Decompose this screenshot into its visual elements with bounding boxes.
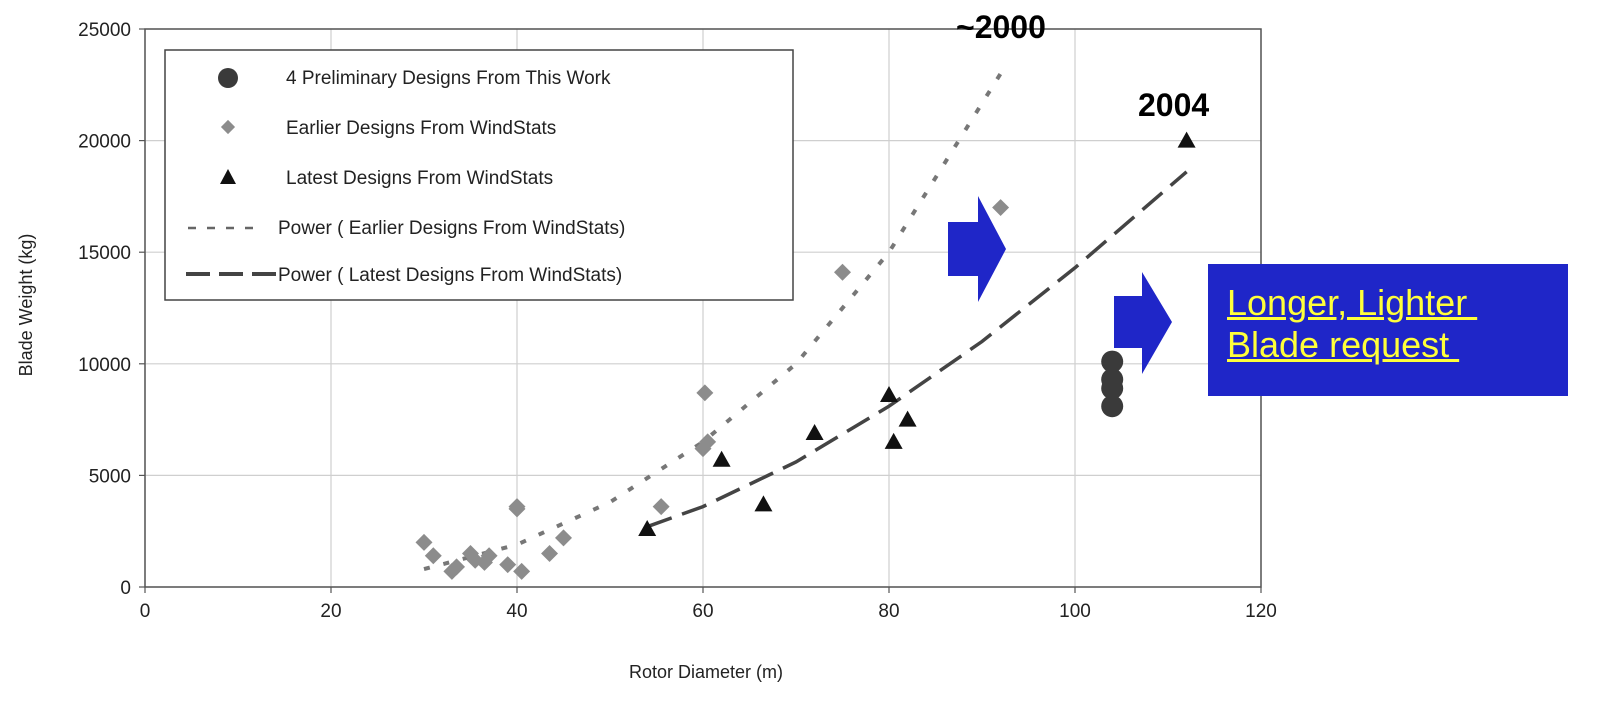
- y-tick-label: 20000: [78, 132, 131, 153]
- point-earlier-design: [555, 529, 572, 547]
- x-tick-label: 120: [1245, 601, 1277, 622]
- x-tick-label: 40: [506, 601, 527, 622]
- legend-box: [164, 49, 794, 301]
- x-tick-label: 0: [140, 601, 151, 622]
- legend: 4 Preliminary Designs From This Work Ear…: [164, 49, 794, 301]
- point-preliminary-design: [1101, 395, 1124, 418]
- point-latest-design: [1177, 131, 1196, 148]
- x-tick-label: 60: [692, 601, 713, 622]
- callout-box: Longer, Lighter Blade request: [1208, 264, 1568, 396]
- point-latest-design: [754, 495, 773, 512]
- point-earlier-design: [696, 384, 714, 402]
- y-tick-label: 0: [120, 578, 131, 599]
- arrow-right-icon: [948, 196, 1006, 302]
- callout-line-2: Blade request: [1227, 324, 1460, 365]
- point-earlier-design: [499, 556, 517, 574]
- trend-line-dashed: [646, 170, 1188, 529]
- point-latest-design: [638, 519, 657, 536]
- point-latest-design: [805, 423, 824, 440]
- point-earlier-design: [992, 199, 1010, 217]
- point-latest-design: [898, 410, 917, 427]
- point-earlier-design: [480, 547, 498, 565]
- point-earlier-design: [541, 545, 559, 563]
- legend-triangle-marker: [220, 169, 236, 184]
- point-earlier-design: [415, 533, 433, 551]
- x-tick-label: 20: [320, 601, 341, 622]
- point-earlier-design: [699, 433, 717, 451]
- x-axis-title: Rotor Diameter (m): [629, 662, 783, 682]
- legend-label-power-earlier: Power ( Earlier Designs From WindStats): [278, 218, 625, 239]
- legend-label-earlier: Earlier Designs From WindStats: [286, 118, 556, 139]
- year-2004-label: 2004: [1138, 87, 1209, 123]
- legend-label-preliminary: 4 Preliminary Designs From This Work: [286, 68, 611, 89]
- y-axis-title: Blade Weight (kg): [16, 234, 36, 377]
- point-earlier-design: [508, 498, 526, 516]
- x-tick-label: 100: [1059, 601, 1091, 622]
- y-tick-label: 5000: [89, 466, 131, 487]
- point-preliminary-design: [1101, 368, 1124, 391]
- series-layer: [415, 72, 1196, 580]
- y-tick-label: 15000: [78, 243, 131, 264]
- y-tick-label: 25000: [78, 20, 131, 41]
- arrow-right-icon: [1114, 272, 1172, 374]
- callout-line-1: Longer, Lighter: [1227, 282, 1478, 323]
- x-tick-label: 80: [878, 601, 899, 622]
- point-latest-design: [884, 432, 903, 449]
- year-2000-label: ~2000: [956, 9, 1046, 45]
- legend-label-power-latest: Power ( Latest Designs From WindStats): [278, 265, 622, 286]
- legend-label-latest: Latest Designs From WindStats: [286, 168, 553, 189]
- point-preliminary-design: [1101, 350, 1124, 373]
- point-earlier-design: [448, 558, 466, 576]
- point-latest-design: [712, 450, 731, 467]
- ticks: 0 20 40 60 80 100 120 0 5000 10000 15000 20000 25000: [78, 20, 1277, 622]
- point-earlier-design: [513, 562, 531, 580]
- point-earlier-design: [834, 263, 851, 281]
- point-earlier-design: [424, 547, 442, 565]
- y-tick-label: 10000: [78, 355, 131, 376]
- legend-circle-marker: [218, 68, 238, 88]
- point-earlier-design: [652, 498, 670, 516]
- point-latest-design: [880, 386, 898, 403]
